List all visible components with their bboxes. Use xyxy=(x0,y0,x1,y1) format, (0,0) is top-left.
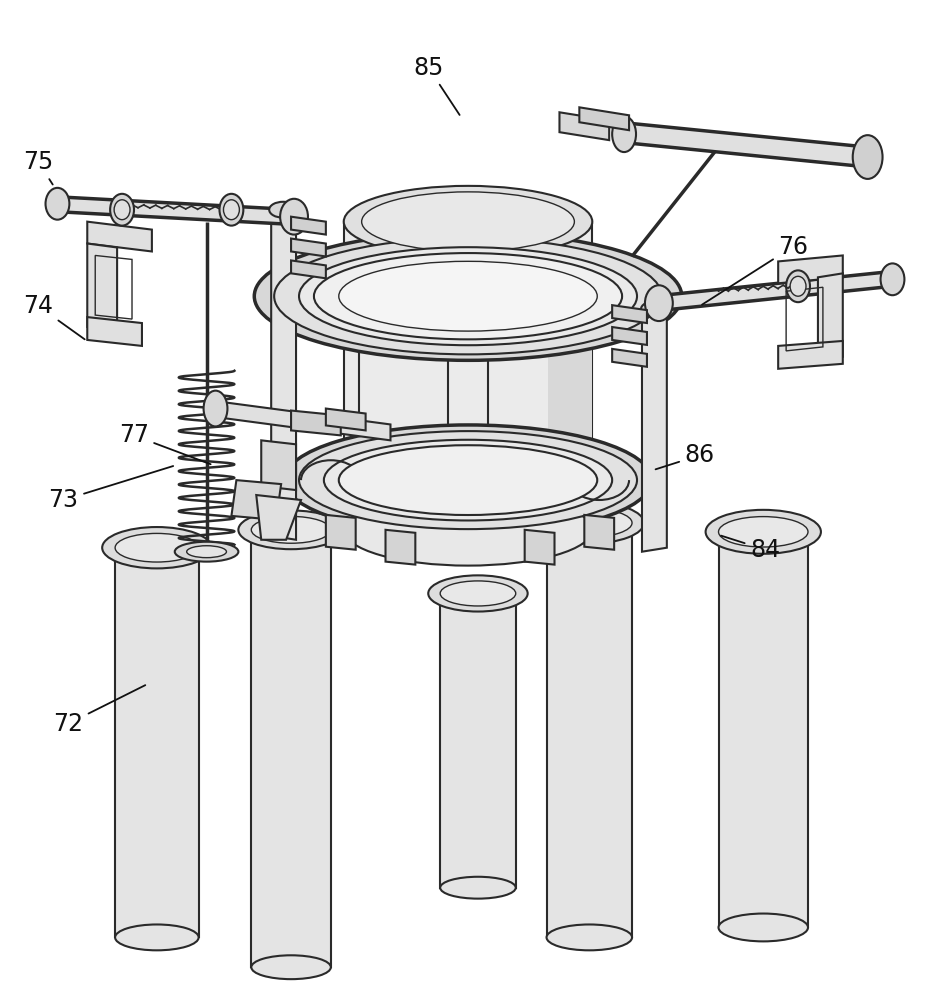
Polygon shape xyxy=(262,440,296,490)
Polygon shape xyxy=(291,260,326,278)
Polygon shape xyxy=(231,480,281,520)
Text: 77: 77 xyxy=(119,423,211,464)
Ellipse shape xyxy=(324,440,613,520)
Ellipse shape xyxy=(251,518,331,542)
Ellipse shape xyxy=(853,135,883,179)
Ellipse shape xyxy=(115,535,199,561)
Ellipse shape xyxy=(641,301,669,317)
Ellipse shape xyxy=(440,581,516,606)
Polygon shape xyxy=(525,530,554,565)
Ellipse shape xyxy=(280,199,308,235)
Ellipse shape xyxy=(115,924,199,950)
Polygon shape xyxy=(440,589,516,888)
Polygon shape xyxy=(619,122,868,167)
Polygon shape xyxy=(386,530,415,565)
Polygon shape xyxy=(613,349,647,367)
Polygon shape xyxy=(642,305,667,552)
Polygon shape xyxy=(326,515,356,550)
Ellipse shape xyxy=(343,186,592,257)
Polygon shape xyxy=(389,276,548,316)
Polygon shape xyxy=(212,401,391,440)
Ellipse shape xyxy=(547,507,632,533)
Ellipse shape xyxy=(790,276,806,296)
Ellipse shape xyxy=(547,509,632,537)
Ellipse shape xyxy=(706,510,821,554)
Ellipse shape xyxy=(114,200,130,220)
Polygon shape xyxy=(326,409,366,430)
Ellipse shape xyxy=(361,192,574,251)
Ellipse shape xyxy=(299,247,637,345)
Polygon shape xyxy=(291,411,341,435)
Ellipse shape xyxy=(251,516,331,543)
Polygon shape xyxy=(88,244,117,331)
Text: 84: 84 xyxy=(721,536,780,562)
Ellipse shape xyxy=(446,264,490,288)
Ellipse shape xyxy=(274,238,662,354)
Ellipse shape xyxy=(238,510,343,549)
Polygon shape xyxy=(88,222,152,251)
Polygon shape xyxy=(580,107,629,130)
Polygon shape xyxy=(291,239,326,256)
Ellipse shape xyxy=(254,232,681,360)
Ellipse shape xyxy=(343,494,592,566)
Polygon shape xyxy=(256,495,301,540)
Polygon shape xyxy=(778,255,843,283)
Text: 76: 76 xyxy=(702,235,808,305)
Text: 73: 73 xyxy=(49,466,173,512)
Ellipse shape xyxy=(186,546,227,558)
Polygon shape xyxy=(291,217,326,235)
Ellipse shape xyxy=(719,517,808,547)
Polygon shape xyxy=(548,251,592,500)
Polygon shape xyxy=(271,210,296,540)
Polygon shape xyxy=(547,520,632,937)
Polygon shape xyxy=(613,327,647,345)
Ellipse shape xyxy=(440,579,516,600)
Ellipse shape xyxy=(613,116,636,152)
Ellipse shape xyxy=(45,188,70,220)
Polygon shape xyxy=(88,317,142,346)
Polygon shape xyxy=(654,271,892,311)
Ellipse shape xyxy=(719,914,808,941)
Ellipse shape xyxy=(881,263,904,295)
Ellipse shape xyxy=(110,194,134,226)
Ellipse shape xyxy=(534,502,644,544)
Ellipse shape xyxy=(339,445,598,515)
Text: 85: 85 xyxy=(413,56,459,115)
Ellipse shape xyxy=(203,391,228,426)
Ellipse shape xyxy=(786,270,810,302)
Ellipse shape xyxy=(314,253,622,339)
Text: 74: 74 xyxy=(24,294,85,339)
Ellipse shape xyxy=(223,200,239,220)
Ellipse shape xyxy=(299,431,637,529)
Polygon shape xyxy=(115,548,199,937)
Ellipse shape xyxy=(440,877,516,899)
Polygon shape xyxy=(584,515,614,550)
Text: 75: 75 xyxy=(24,150,54,185)
Text: 86: 86 xyxy=(656,443,715,469)
Ellipse shape xyxy=(175,542,238,562)
Ellipse shape xyxy=(339,261,598,331)
Ellipse shape xyxy=(428,575,528,612)
Ellipse shape xyxy=(251,955,331,979)
Polygon shape xyxy=(57,197,296,225)
Ellipse shape xyxy=(115,533,199,562)
Polygon shape xyxy=(251,530,331,967)
Ellipse shape xyxy=(719,516,808,544)
Ellipse shape xyxy=(645,285,673,321)
Polygon shape xyxy=(818,273,843,361)
Polygon shape xyxy=(778,341,843,369)
Text: 72: 72 xyxy=(54,685,145,736)
Ellipse shape xyxy=(269,202,297,218)
Polygon shape xyxy=(613,305,647,323)
Ellipse shape xyxy=(284,425,652,535)
Polygon shape xyxy=(719,530,808,927)
Ellipse shape xyxy=(103,527,212,568)
Ellipse shape xyxy=(547,924,632,950)
Polygon shape xyxy=(343,222,592,530)
Ellipse shape xyxy=(219,194,244,226)
Polygon shape xyxy=(560,112,609,140)
